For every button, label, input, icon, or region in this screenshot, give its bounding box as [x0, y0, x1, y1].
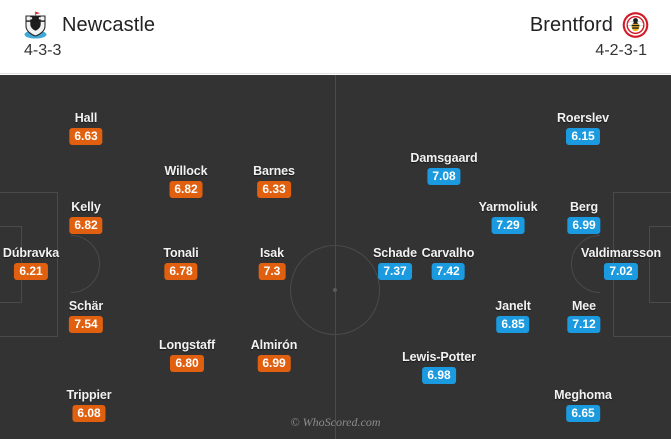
- player-name: Tonali: [163, 246, 199, 260]
- player-rating-badge: 6.78: [164, 262, 198, 280]
- player-rating-badge: 6.85: [496, 315, 530, 333]
- player-marker[interactable]: Roerslev 6.15: [557, 112, 609, 145]
- player-name: Valdimarsson: [580, 246, 662, 260]
- player-rating-badge: 7.29: [491, 216, 525, 234]
- player-marker[interactable]: Tonali 6.78: [163, 246, 199, 280]
- player-rating-badge: 6.99: [567, 216, 601, 234]
- player-name: Trippier: [66, 388, 112, 402]
- player-name: Yarmoliuk: [478, 200, 538, 214]
- player-rating-badge: 6.98: [422, 366, 456, 384]
- player-marker[interactable]: Valdimarsson 7.02: [581, 247, 661, 280]
- player-marker[interactable]: Mee 7.12: [567, 299, 601, 333]
- player-marker[interactable]: Longstaff 6.80: [159, 339, 215, 372]
- player-name: Schade: [373, 246, 417, 260]
- player-name: Isak: [260, 246, 284, 260]
- player-name: Meghoma: [554, 388, 612, 402]
- player-name: Kelly: [71, 200, 101, 214]
- away-team-name: Brentford: [529, 13, 613, 36]
- player-marker[interactable]: Meghoma 6.65: [554, 389, 612, 422]
- player-marker[interactable]: Yarmoliuk 7.29: [479, 201, 538, 234]
- player-marker[interactable]: Isak 7.3: [258, 246, 286, 280]
- player-rating-badge: 6.08: [72, 404, 106, 422]
- player-rating-badge: 6.63: [69, 127, 103, 145]
- player-name: Berg: [569, 200, 599, 214]
- player-name: Willock: [164, 164, 208, 178]
- center-circle: [290, 245, 380, 335]
- away-team-formation: 4-2-3-1: [595, 42, 647, 59]
- player-marker[interactable]: Almirón 6.99: [250, 338, 298, 372]
- player-rating-badge: 7.08: [427, 167, 461, 185]
- player-rating-badge: 7.12: [567, 315, 601, 333]
- watermark: © WhoScored.com: [290, 415, 381, 429]
- player-marker[interactable]: Berg 6.99: [567, 200, 601, 234]
- player-marker[interactable]: Hall 6.63: [69, 111, 103, 145]
- player-rating-badge: 6.15: [566, 127, 600, 145]
- brentford-crest-icon: [622, 11, 649, 39]
- player-marker[interactable]: Dúbravka 6.21: [3, 247, 59, 280]
- player-marker[interactable]: Lewis-Potter 6.98: [402, 351, 476, 384]
- home-team-name: Newcastle: [62, 13, 156, 36]
- right-goal-area: [649, 226, 671, 303]
- center-spot: [333, 288, 337, 292]
- player-name: Damsgaard: [410, 151, 478, 165]
- player-marker[interactable]: Carvalho 7.42: [421, 246, 475, 280]
- player-name: Hall: [74, 111, 98, 125]
- player-name: Lewis-Potter: [402, 350, 476, 364]
- player-rating-badge: 7.42: [431, 262, 465, 280]
- player-marker[interactable]: Damsgaard 7.08: [410, 151, 478, 185]
- player-rating-badge: 6.21: [14, 262, 48, 280]
- player-rating-badge: 7.37: [378, 262, 412, 280]
- player-name: Barnes: [253, 164, 295, 178]
- player-marker[interactable]: Kelly 6.82: [69, 200, 103, 234]
- left-penalty-area: [0, 192, 58, 337]
- player-rating-badge: 7.02: [604, 262, 638, 280]
- player-marker[interactable]: Willock 6.82: [165, 165, 208, 198]
- player-name: Dúbravka: [2, 246, 60, 260]
- home-team-formation: 4-3-3: [24, 42, 62, 59]
- player-marker[interactable]: Barnes 6.33: [253, 165, 295, 198]
- player-name: Schär: [68, 299, 104, 313]
- home-team-block[interactable]: Newcastle 4-3-3: [22, 0, 155, 74]
- player-rating-badge: 6.65: [566, 404, 600, 422]
- player-marker[interactable]: Trippier 6.08: [66, 388, 112, 422]
- pitch: Hall 6.63 Kelly 6.82 Dúbravka 6.21 Schär 7.54 Tr…: [0, 75, 671, 439]
- player-name: Carvalho: [421, 246, 475, 260]
- away-team-block[interactable]: Brentford 4-2-3-1: [530, 0, 649, 74]
- player-rating-badge: 6.80: [170, 354, 204, 372]
- player-rating-badge: 6.82: [69, 216, 103, 234]
- player-rating-badge: 6.33: [257, 180, 291, 198]
- player-marker[interactable]: Schade 7.37: [373, 247, 417, 280]
- player-marker[interactable]: Schär 7.54: [69, 300, 103, 333]
- player-name: Almirón: [250, 338, 298, 352]
- player-marker[interactable]: Janelt 6.85: [495, 300, 531, 333]
- player-rating-badge: 6.99: [257, 354, 291, 372]
- player-name: Janelt: [495, 299, 531, 313]
- match-header: Newcastle 4-3-3 Brentford: [0, 0, 671, 74]
- player-rating-badge: 6.82: [169, 180, 203, 198]
- player-name: Mee: [571, 299, 597, 313]
- newcastle-crest-icon: [22, 11, 49, 39]
- player-name: Longstaff: [158, 338, 216, 352]
- player-rating-badge: 7.54: [69, 315, 103, 333]
- player-rating-badge: 7.3: [258, 262, 286, 280]
- player-name: Roerslev: [556, 111, 610, 125]
